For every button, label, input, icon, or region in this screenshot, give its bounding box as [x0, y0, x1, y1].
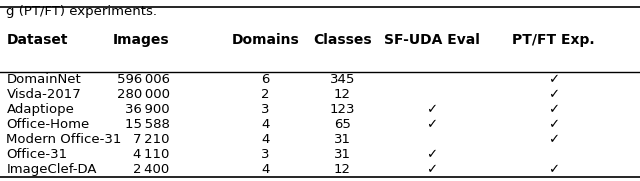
Text: ✓: ✓ [548, 73, 559, 86]
Text: 280 000: 280 000 [116, 88, 170, 101]
Text: 3: 3 [261, 103, 270, 116]
Text: ✓: ✓ [426, 148, 438, 161]
Text: 12: 12 [334, 163, 351, 176]
Text: SF-UDA Eval: SF-UDA Eval [384, 33, 480, 47]
Text: 6: 6 [261, 73, 270, 86]
Text: 345: 345 [330, 73, 355, 86]
Text: Images: Images [113, 33, 170, 47]
Text: ✓: ✓ [548, 88, 559, 101]
Text: 3: 3 [261, 148, 270, 161]
Text: Office-Home: Office-Home [6, 118, 90, 131]
Text: 4 110: 4 110 [133, 148, 170, 161]
Text: ✓: ✓ [548, 103, 559, 116]
Text: Dataset: Dataset [6, 33, 68, 47]
Text: ✓: ✓ [548, 163, 559, 176]
Text: 123: 123 [330, 103, 355, 116]
Text: 4: 4 [261, 163, 270, 176]
Text: 2 400: 2 400 [133, 163, 170, 176]
Text: 596 006: 596 006 [116, 73, 170, 86]
Text: 12: 12 [334, 88, 351, 101]
Text: ✓: ✓ [426, 103, 438, 116]
Text: 4: 4 [261, 118, 270, 131]
Text: Adaptiope: Adaptiope [6, 103, 74, 116]
Text: ImageClef-DA: ImageClef-DA [6, 163, 97, 176]
Text: Classes: Classes [313, 33, 372, 47]
Text: g (PT/FT) experiments.: g (PT/FT) experiments. [6, 5, 157, 18]
Text: ✓: ✓ [548, 118, 559, 131]
Text: Visda-2017: Visda-2017 [6, 88, 81, 101]
Text: 65: 65 [334, 118, 351, 131]
Text: PT/FT Exp.: PT/FT Exp. [512, 33, 595, 47]
Text: 15 588: 15 588 [125, 118, 170, 131]
Text: DomainNet: DomainNet [6, 73, 81, 86]
Text: 4: 4 [261, 133, 270, 146]
Text: Office-31: Office-31 [6, 148, 68, 161]
Text: Domains: Domains [232, 33, 300, 47]
Text: 31: 31 [334, 133, 351, 146]
Text: 7 210: 7 210 [133, 133, 170, 146]
Text: Modern Office-31: Modern Office-31 [6, 133, 122, 146]
Text: ✓: ✓ [426, 118, 438, 131]
Text: 36 900: 36 900 [125, 103, 170, 116]
Text: ✓: ✓ [548, 133, 559, 146]
Text: 31: 31 [334, 148, 351, 161]
Text: ✓: ✓ [426, 163, 438, 176]
Text: 2: 2 [261, 88, 270, 101]
